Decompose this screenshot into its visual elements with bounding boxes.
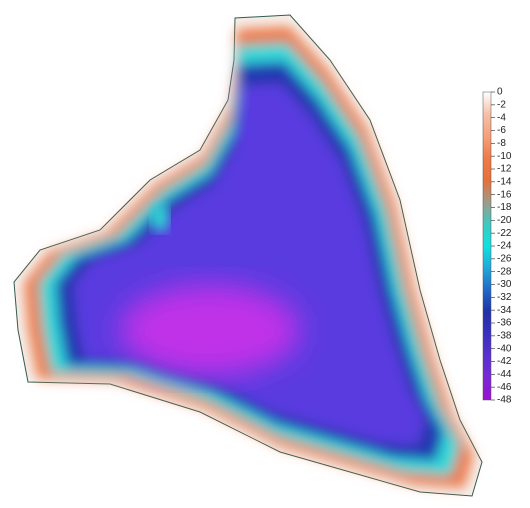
tick-label: -42 bbox=[497, 356, 512, 367]
tick-label: -44 bbox=[497, 369, 512, 380]
tick-label: -40 bbox=[497, 343, 512, 354]
island bbox=[151, 204, 169, 232]
tick-label: -30 bbox=[497, 279, 512, 290]
tick-label: -32 bbox=[497, 292, 512, 303]
tick-label: -4 bbox=[497, 112, 506, 123]
tick-label: -36 bbox=[497, 318, 512, 329]
tick-label: -18 bbox=[497, 202, 512, 213]
tick-label: -46 bbox=[497, 382, 512, 393]
colorbar: 0-2 -4 -6 -8 -10 -12-14 -16 -18 -20 -22 -24-26 -28 -… bbox=[483, 87, 512, 406]
tick-label: -34 bbox=[497, 305, 512, 316]
deep-zone bbox=[120, 285, 300, 375]
tick-label: -24 bbox=[497, 241, 512, 252]
lake bbox=[14, 15, 482, 496]
tick-label: 0 bbox=[497, 87, 503, 98]
tick-label: -16 bbox=[497, 189, 512, 200]
tick-label: -14 bbox=[497, 176, 512, 187]
tick-label: -8 bbox=[497, 138, 506, 149]
tick-label: -6 bbox=[497, 125, 506, 136]
tick-label: -38 bbox=[497, 330, 512, 341]
tick-label: -2 bbox=[497, 99, 506, 110]
tick-label: -28 bbox=[497, 266, 512, 277]
tick-label: -26 bbox=[497, 253, 512, 264]
tick-label: -20 bbox=[497, 215, 512, 226]
colorbar-ramp bbox=[483, 92, 491, 400]
tick-label: -12 bbox=[497, 164, 512, 175]
tick-label: -10 bbox=[497, 151, 512, 162]
tick-label: -48 bbox=[497, 395, 512, 406]
tick-label: -22 bbox=[497, 228, 512, 239]
map: 0-2 -4 -6 -8 -10 -12-14 -16 -18 -20 -22 -24-26 -28 -… bbox=[0, 0, 530, 508]
